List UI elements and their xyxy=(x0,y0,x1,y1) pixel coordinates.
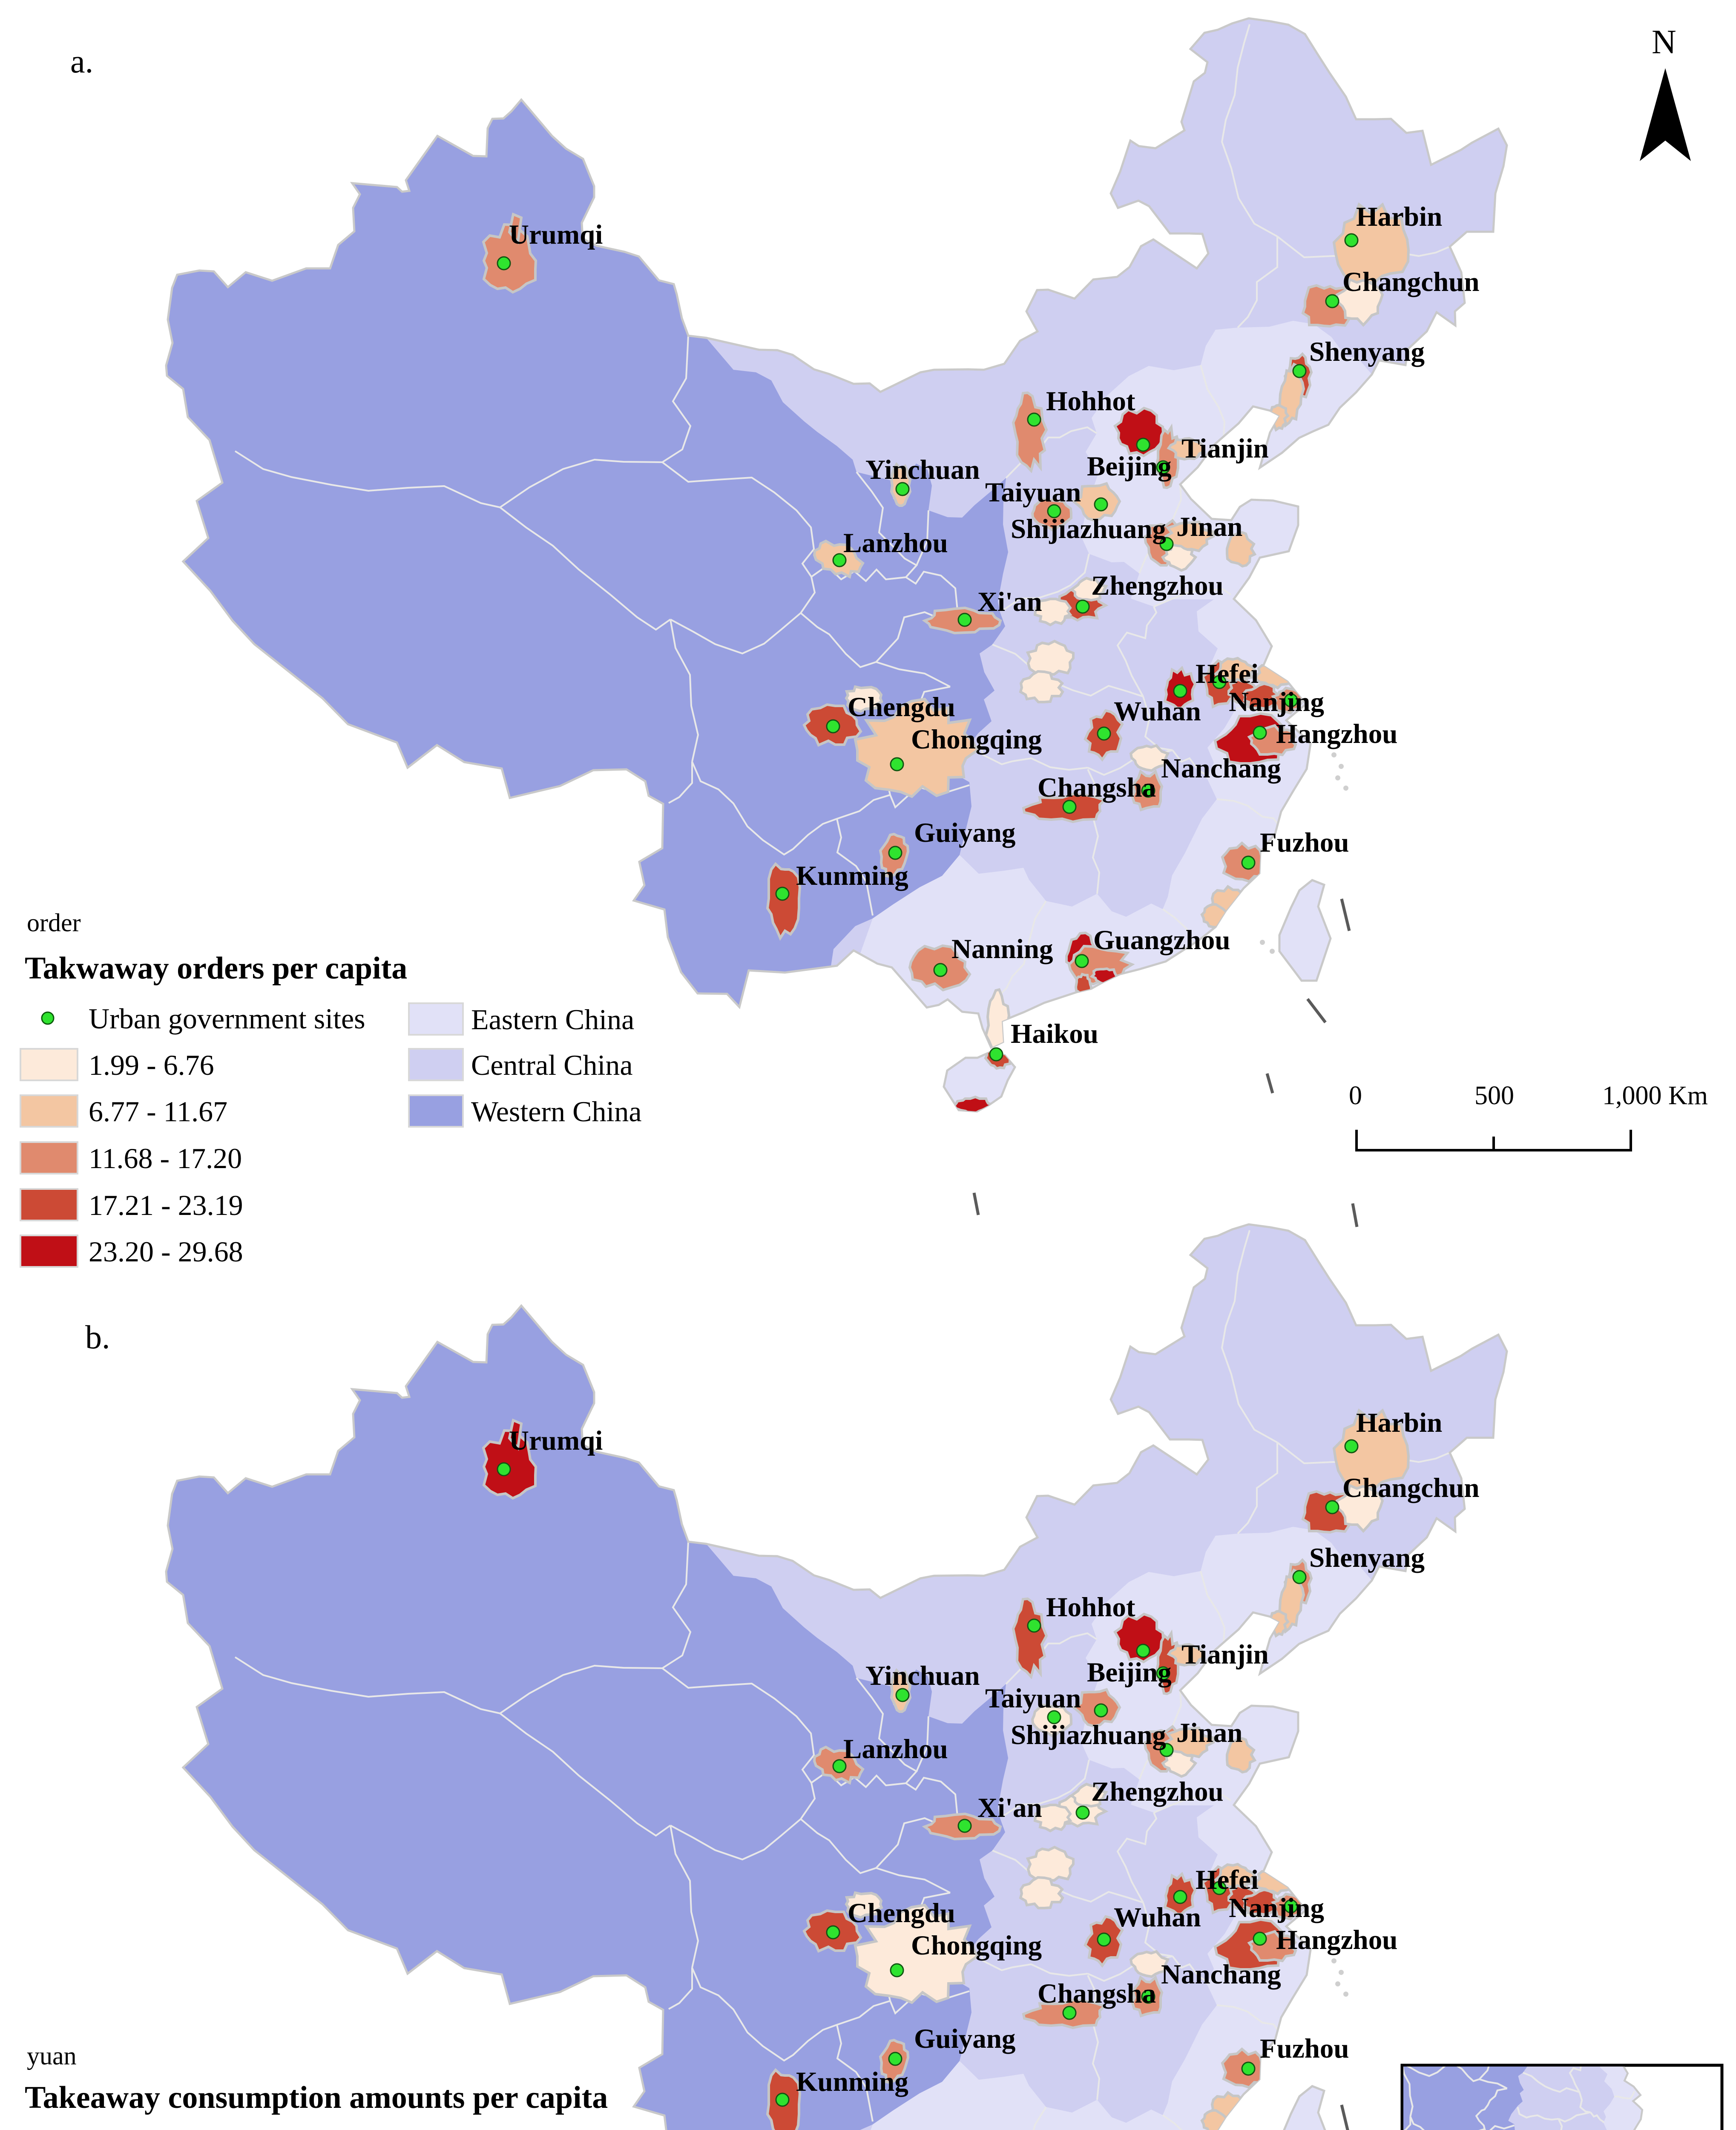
svg-text:Taiyuan: Taiyuan xyxy=(985,1683,1081,1714)
svg-text:Chongqing: Chongqing xyxy=(911,1930,1042,1961)
svg-text:Lanzhou: Lanzhou xyxy=(843,528,948,558)
svg-text:Hefei: Hefei xyxy=(1196,659,1259,689)
svg-text:Takeaway consumption amounts p: Takeaway consumption amounts per capita xyxy=(25,2080,608,2115)
svg-text:Chengdu: Chengdu xyxy=(848,1898,955,1929)
svg-text:Yinchuan: Yinchuan xyxy=(865,455,980,485)
svg-text:1.99 - 6.76: 1.99 - 6.76 xyxy=(89,1049,214,1081)
svg-text:order: order xyxy=(27,909,81,937)
svg-text:Yinchuan: Yinchuan xyxy=(865,1661,980,1691)
svg-text:Guiyang: Guiyang xyxy=(914,2024,1015,2054)
svg-text:Lanzhou: Lanzhou xyxy=(843,1734,948,1764)
svg-text:Chongqing: Chongqing xyxy=(911,724,1042,755)
svg-text:Hangzhou: Hangzhou xyxy=(1276,1925,1397,1955)
svg-text:N: N xyxy=(1652,23,1676,61)
svg-text:Tianjin: Tianjin xyxy=(1181,433,1269,464)
svg-text:11.68 - 17.20: 11.68 - 17.20 xyxy=(89,1142,242,1174)
svg-text:6.77 - 11.67: 6.77 - 11.67 xyxy=(89,1095,227,1128)
svg-text:Eastern China: Eastern China xyxy=(471,1003,634,1036)
svg-text:a.: a. xyxy=(70,43,93,80)
svg-text:1,000 Km: 1,000 Km xyxy=(1602,1081,1708,1110)
svg-text:Nanjing: Nanjing xyxy=(1229,1893,1324,1923)
svg-text:Wuhan: Wuhan xyxy=(1114,1902,1201,1933)
svg-text:Harbin: Harbin xyxy=(1356,201,1442,232)
svg-text:500: 500 xyxy=(1474,1081,1514,1110)
svg-text:Changchun: Changchun xyxy=(1342,267,1480,297)
svg-text:Beijing: Beijing xyxy=(1087,451,1172,482)
svg-text:Guangzhou: Guangzhou xyxy=(1093,925,1230,956)
svg-text:Zhengzhou: Zhengzhou xyxy=(1091,1776,1224,1807)
svg-text:Hohhot: Hohhot xyxy=(1046,1592,1135,1623)
svg-text:Tianjin: Tianjin xyxy=(1181,1639,1269,1670)
svg-text:Zhengzhou: Zhengzhou xyxy=(1091,570,1224,601)
svg-text:Kunming: Kunming xyxy=(796,2067,908,2097)
svg-text:Beijing: Beijing xyxy=(1087,1657,1172,1688)
svg-text:Nanning: Nanning xyxy=(951,934,1053,964)
svg-text:17.21 - 23.19: 17.21 - 23.19 xyxy=(89,1189,243,1221)
svg-text:Haikou: Haikou xyxy=(1011,1019,1098,1049)
svg-text:Shenyang: Shenyang xyxy=(1309,1543,1425,1573)
svg-text:Xi'an: Xi'an xyxy=(977,1793,1042,1823)
svg-text:Shijiazhuang: Shijiazhuang xyxy=(1011,1720,1166,1750)
svg-text:Shijiazhuang: Shijiazhuang xyxy=(1011,514,1166,544)
svg-text:Nanchang: Nanchang xyxy=(1161,1959,1281,1990)
svg-text:yuan: yuan xyxy=(27,2042,77,2070)
svg-text:0: 0 xyxy=(1349,1081,1362,1110)
svg-text:Hangzhou: Hangzhou xyxy=(1276,719,1397,749)
svg-text:Kunming: Kunming xyxy=(796,861,908,891)
svg-text:Jinan: Jinan xyxy=(1176,512,1242,542)
svg-text:Nanchang: Nanchang xyxy=(1161,753,1281,784)
svg-text:23.20 - 29.68: 23.20 - 29.68 xyxy=(89,1235,243,1268)
svg-text:Shenyang: Shenyang xyxy=(1309,337,1425,367)
svg-text:Harbin: Harbin xyxy=(1356,1408,1442,1438)
svg-text:Nanjing: Nanjing xyxy=(1229,687,1324,717)
svg-text:Urumqi: Urumqi xyxy=(509,219,603,250)
svg-text:Hefei: Hefei xyxy=(1196,1865,1259,1895)
svg-text:Urban government sites: Urban government sites xyxy=(89,1002,365,1035)
svg-text:Guiyang: Guiyang xyxy=(914,817,1015,848)
svg-text:Central China: Central China xyxy=(471,1049,633,1081)
svg-text:Takwaway orders per capita: Takwaway orders per capita xyxy=(25,951,407,986)
svg-text:b.: b. xyxy=(85,1318,110,1356)
svg-text:Urumqi: Urumqi xyxy=(509,1425,603,1456)
svg-text:Chengdu: Chengdu xyxy=(848,692,955,722)
svg-text:Changchun: Changchun xyxy=(1342,1473,1480,1503)
svg-text:Hohhot: Hohhot xyxy=(1046,386,1135,417)
svg-text:Wuhan: Wuhan xyxy=(1114,696,1201,727)
svg-text:Fuzhou: Fuzhou xyxy=(1260,827,1349,858)
svg-text:Jinan: Jinan xyxy=(1176,1718,1242,1748)
svg-text:Taiyuan: Taiyuan xyxy=(985,477,1081,508)
svg-text:Changsha: Changsha xyxy=(1038,772,1156,803)
svg-text:Fuzhou: Fuzhou xyxy=(1260,2033,1349,2064)
svg-text:Changsha: Changsha xyxy=(1038,1978,1156,2009)
svg-text:Xi'an: Xi'an xyxy=(977,587,1042,617)
svg-text:Western China: Western China xyxy=(471,1095,642,1128)
